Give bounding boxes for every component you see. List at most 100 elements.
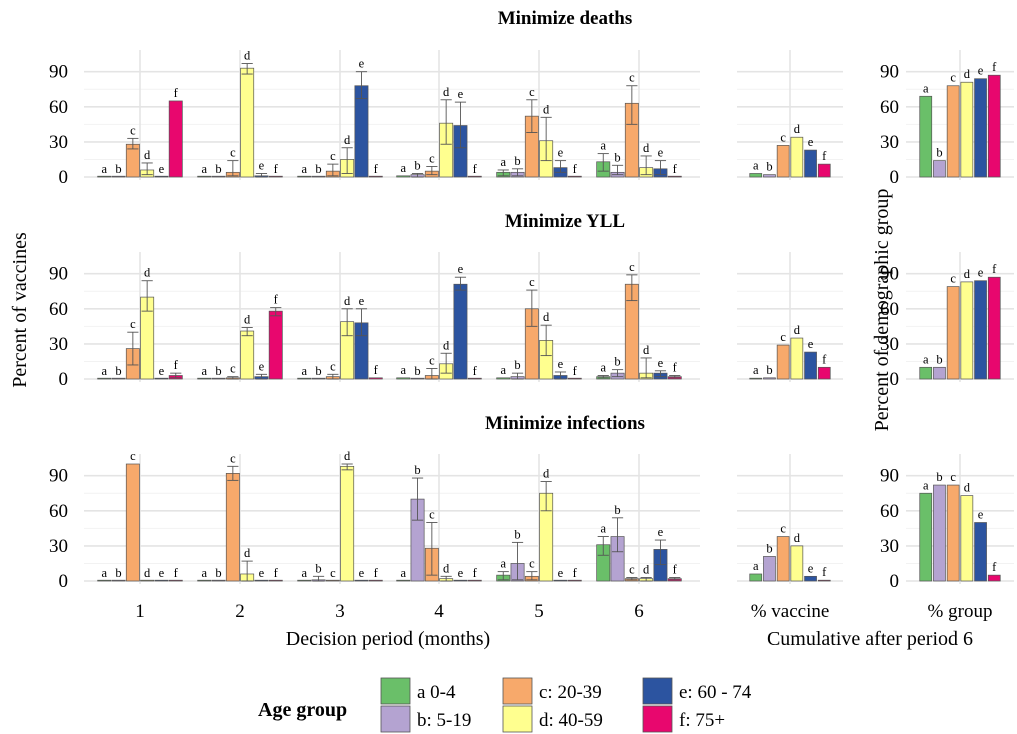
bar-letter: f — [573, 364, 578, 378]
bar — [297, 579, 312, 582]
bar-letter: c — [629, 71, 635, 85]
cumulative-bar — [946, 484, 960, 582]
bar-letter: c — [330, 359, 336, 373]
bar-letter: b — [936, 352, 942, 366]
bar-letter: e — [259, 359, 265, 373]
cumulative-bar — [763, 174, 776, 178]
cumulative-bar — [817, 579, 831, 582]
bar-letter: e — [808, 561, 814, 575]
cumulative-bar — [974, 78, 987, 178]
bar — [368, 377, 383, 380]
bar — [396, 175, 411, 178]
bar-letter: b — [766, 160, 772, 174]
bar-letter: b — [215, 162, 221, 176]
bar-letter: d — [543, 102, 550, 116]
bar-letter: d — [794, 122, 801, 136]
bar-letter: f — [473, 162, 478, 176]
x-axis-label-cumulative: Cumulative after period 6 — [767, 628, 973, 650]
bar-letter: d — [643, 562, 650, 576]
y-tick-label: 60 — [49, 299, 68, 320]
bar-letter: c — [429, 508, 435, 522]
bar — [154, 579, 169, 582]
legend-swatch — [380, 705, 411, 733]
bar — [225, 473, 240, 582]
y-tick-label-right: 0 — [890, 571, 900, 592]
bar-letter: f — [473, 566, 478, 580]
y-tick-label: 30 — [49, 334, 68, 355]
bar-letter: c — [529, 275, 535, 289]
bar-letter: f — [473, 364, 478, 378]
cumulative-bar — [763, 556, 776, 582]
x-tick-label: 6 — [634, 601, 644, 622]
y-tick-label-right: 90 — [880, 62, 899, 83]
cumulative-bar — [749, 573, 763, 582]
bar — [496, 377, 511, 380]
bar-letter: c — [529, 557, 535, 571]
bar-letter: b — [766, 541, 772, 555]
bar-letter: b — [414, 158, 420, 172]
bar-letter: b — [614, 503, 620, 517]
y-tick-label: 0 — [59, 571, 69, 592]
bar — [368, 579, 383, 582]
bar-letter: c — [330, 566, 336, 580]
bar-letter: a — [201, 364, 207, 378]
bar-letter: c — [950, 71, 956, 85]
bar-letter: d — [344, 133, 351, 147]
bar-letter: c — [130, 123, 136, 137]
bar-letter: e — [978, 266, 984, 280]
bar-letter: c — [629, 562, 635, 576]
bar — [268, 175, 283, 178]
cumulative-bar — [790, 545, 804, 582]
bar-letter: e — [159, 364, 165, 378]
bar-letter: a — [400, 566, 406, 580]
bar-letter: d — [144, 148, 151, 162]
y-tick-label-right: 90 — [880, 264, 899, 285]
y-tick-label-right: 0 — [890, 369, 900, 390]
cumulative-bar — [817, 366, 831, 380]
bar — [553, 579, 568, 582]
bar — [325, 579, 340, 582]
bar — [125, 463, 140, 582]
bar-letter: b — [514, 154, 520, 168]
x-tick-label: % group — [928, 601, 993, 622]
bar-letter: c — [230, 451, 236, 465]
y-tick-label-right: 60 — [880, 501, 899, 522]
bar-letter: c — [130, 449, 136, 463]
bar-letter: a — [400, 363, 406, 377]
bar-letter: f — [174, 358, 179, 372]
cumulative-bar — [749, 377, 763, 380]
bar-letter: a — [600, 522, 606, 536]
bar — [311, 377, 326, 380]
bar-letter: b — [215, 566, 221, 580]
bar — [97, 175, 112, 178]
bar-letter: f — [822, 565, 827, 579]
bar-letter: e — [558, 146, 564, 160]
y-tick-label-right: 30 — [880, 334, 899, 355]
bar — [168, 579, 183, 582]
bar-letter: a — [923, 478, 929, 492]
legend-label: e: 60 - 74 — [679, 682, 752, 703]
bar-letter: a — [753, 559, 759, 573]
bar-letter: f — [174, 566, 179, 580]
bar-letter: b — [514, 358, 520, 372]
bar-letter: d — [244, 313, 251, 327]
cumulative-bar — [960, 281, 974, 380]
bar-letter: e — [259, 566, 265, 580]
bar — [268, 579, 283, 582]
bar-letter: f — [992, 560, 997, 574]
cumulative-bar — [960, 495, 974, 582]
y-tick-label: 30 — [49, 536, 68, 557]
bar — [567, 175, 582, 178]
bar-letter: b — [766, 363, 772, 377]
bar-letter: c — [429, 151, 435, 165]
bar-letter: b — [215, 364, 221, 378]
x-tick-label: 3 — [335, 601, 345, 622]
x-tick-label: 2 — [235, 601, 245, 622]
bar-letter: a — [101, 162, 107, 176]
bar-letter: a — [301, 566, 307, 580]
cumulative-bar — [749, 173, 763, 178]
bar-letter: d — [794, 531, 801, 545]
